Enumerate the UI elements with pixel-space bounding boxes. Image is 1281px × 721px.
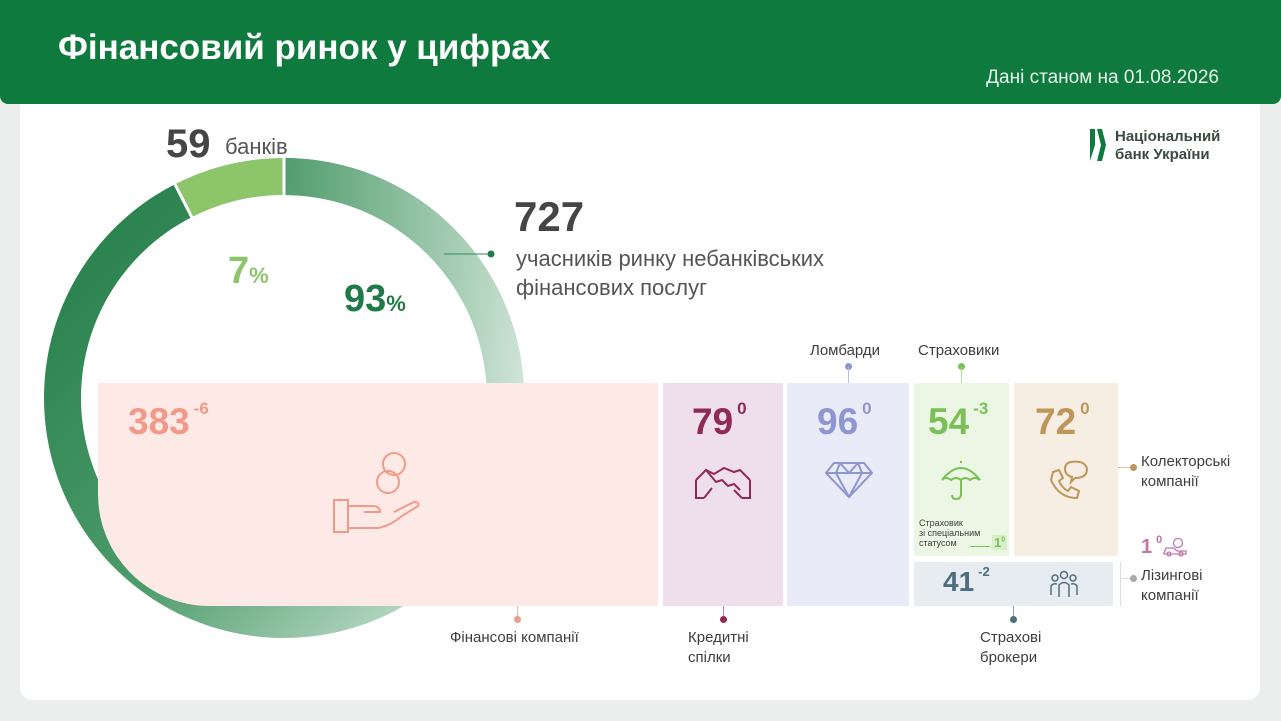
nonbank-label-line2: фінансових послуг [516, 275, 708, 300]
label-collectors: Колекторські компанії [1141, 452, 1230, 492]
block-brokers [914, 562, 1113, 606]
label-brokers: Страхові брокери [980, 628, 1041, 668]
nonbank-count: 727 [514, 193, 585, 240]
banks-percent: 7% [228, 250, 269, 292]
block-credit-unions [663, 383, 783, 606]
data-date: Дані станом на 01.08.2026 [986, 67, 1219, 88]
block-insurers [914, 383, 1009, 556]
nonbank-label: учасників ринку небанківських фінансових… [516, 244, 824, 302]
leasing-dot [1130, 575, 1137, 582]
label-leasing: Лізингові компанії [1141, 566, 1203, 606]
pawn-dot [845, 363, 852, 370]
label-insurance: Страховики [918, 342, 1000, 359]
banks-dot [229, 168, 237, 176]
brokers-dot [1010, 616, 1017, 623]
label-leasing-line1: Лізингові [1141, 567, 1203, 584]
label-brokers-line1: Страхові [980, 629, 1042, 646]
insurance-connector [961, 367, 962, 383]
nbu-logo-icon [1090, 129, 1106, 161]
nonbank-percent: 93% [344, 278, 406, 320]
credit-value: 79 0 [692, 399, 747, 442]
pawn-value: 96 0 [817, 399, 872, 442]
pawn-connector [848, 367, 849, 383]
nonbank-dot [487, 250, 495, 258]
label-finance: Фінансові компанії [450, 629, 579, 646]
people-icon [1050, 570, 1078, 597]
car-coin-icon [1163, 537, 1187, 557]
credit-connector [723, 606, 724, 620]
brokers-connector [1013, 606, 1014, 620]
banks-label: банків [225, 134, 288, 159]
special-insurer-label: Страховик зі спеціальним статусом [919, 518, 980, 548]
collectors-connector [1118, 467, 1132, 468]
donut-slice-nonbank-highlight [284, 158, 524, 398]
hand-coins-icon [333, 452, 420, 533]
header-bar: Фінансовий ринок у цифрах Дані станом на… [0, 0, 1281, 104]
finance-value: 383 -6 [128, 399, 209, 442]
special-line1: Страховик [919, 518, 963, 528]
insurance-value: 54 -3 [928, 399, 989, 442]
nonbank-label-line1: учасників ринку небанківських [516, 246, 825, 271]
label-collectors-line1: Колекторські [1141, 453, 1231, 470]
diamond-icon [824, 462, 874, 499]
leasing-connector [1120, 578, 1132, 579]
nbu-logo-text: Національний банк України [1115, 128, 1220, 164]
banks-count: 59 [166, 122, 211, 166]
page-title: Фінансовий ринок у цифрах [58, 28, 551, 67]
insurance-dot [958, 363, 965, 370]
label-credit-line1: Кредитні [688, 629, 749, 646]
special-connector [970, 546, 990, 547]
label-pawn: Ломбарди [810, 342, 881, 359]
donut-slice-banks [174, 158, 284, 218]
label-collectors-line2: компанії [1141, 473, 1199, 490]
label-credit-line2: спілки [688, 649, 731, 666]
label-brokers-line2: брокери [980, 649, 1038, 666]
handshake-icon [695, 466, 751, 499]
umbrella-icon [941, 461, 981, 501]
collectors-value: 72 0 [1035, 399, 1090, 442]
finance-dot [514, 616, 521, 623]
logo-line1: Національний [1115, 128, 1221, 145]
logo-line2: банк України [1115, 146, 1210, 163]
finance-connector [517, 606, 518, 620]
credit-dot [720, 616, 727, 623]
block-finance-companies [98, 383, 658, 606]
special-insurer-value: 10 [992, 535, 1008, 550]
donut-separator [172, 181, 195, 220]
label-leasing-line2: компанії [1141, 587, 1199, 604]
collectors-dot [1130, 464, 1137, 471]
brokers-value: 41 -2 [943, 564, 990, 597]
leasing-divider [1120, 562, 1121, 606]
phone-chat-icon [1049, 460, 1089, 500]
special-line2: зі спеціальним [919, 528, 981, 538]
special-line3: статусом [919, 538, 957, 548]
label-credit: Кредитні спілки [688, 628, 749, 668]
